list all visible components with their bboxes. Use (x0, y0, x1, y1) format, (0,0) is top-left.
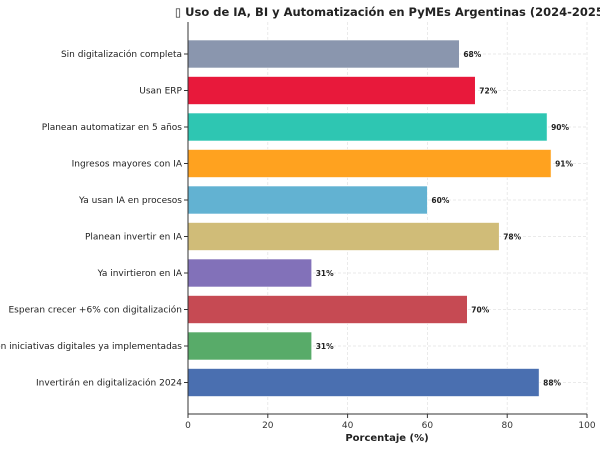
data-label: 90% (551, 123, 569, 132)
category-label: Ingresos mayores con IA (72, 160, 183, 170)
bar (187, 222, 500, 251)
x-tick-label: 0 (185, 421, 191, 431)
data-label: 31% (316, 342, 334, 351)
data-label: 60% (431, 196, 449, 205)
data-label: 91% (555, 160, 573, 169)
bar (187, 185, 428, 215)
x-axis-label: Porcentaje (%) (345, 433, 428, 444)
category-label: Con iniciativas digitales ya implementad… (0, 342, 182, 352)
bar (187, 258, 312, 288)
bar (187, 331, 312, 361)
bar (187, 39, 460, 69)
bar (187, 149, 552, 178)
data-label: 31% (316, 269, 334, 278)
chart-title: ▯ Uso de IA, BI y Automatización en PyME… (175, 5, 600, 19)
category-label: Esperan crecer +6% con digitalización (8, 305, 182, 316)
bar (187, 295, 468, 324)
x-tick-label: 20 (262, 421, 274, 431)
category-label: Planean automatizar en 5 años (42, 123, 183, 133)
data-label: 70% (471, 306, 489, 315)
category-label: Sin digitalización completa (61, 49, 182, 60)
data-label: 88% (543, 379, 561, 388)
data-label: 68% (463, 50, 481, 59)
x-tick-label: 60 (422, 421, 434, 431)
bar (187, 112, 548, 142)
category-label: Planean invertir en IA (85, 233, 183, 243)
x-tick-label: 40 (342, 421, 354, 431)
bar (187, 368, 540, 397)
x-tick-label: 100 (578, 421, 595, 431)
category-label: Ya usan IA en procesos (78, 196, 182, 206)
data-label: 72% (479, 87, 497, 96)
category-label: Usan ERP (139, 87, 182, 97)
data-label: 78% (503, 233, 521, 242)
category-label: Ya invirtieron en IA (97, 269, 183, 279)
bar (187, 76, 476, 105)
category-label: Invertirán en digitalización 2024 (36, 378, 182, 389)
x-tick-label: 80 (501, 421, 513, 431)
